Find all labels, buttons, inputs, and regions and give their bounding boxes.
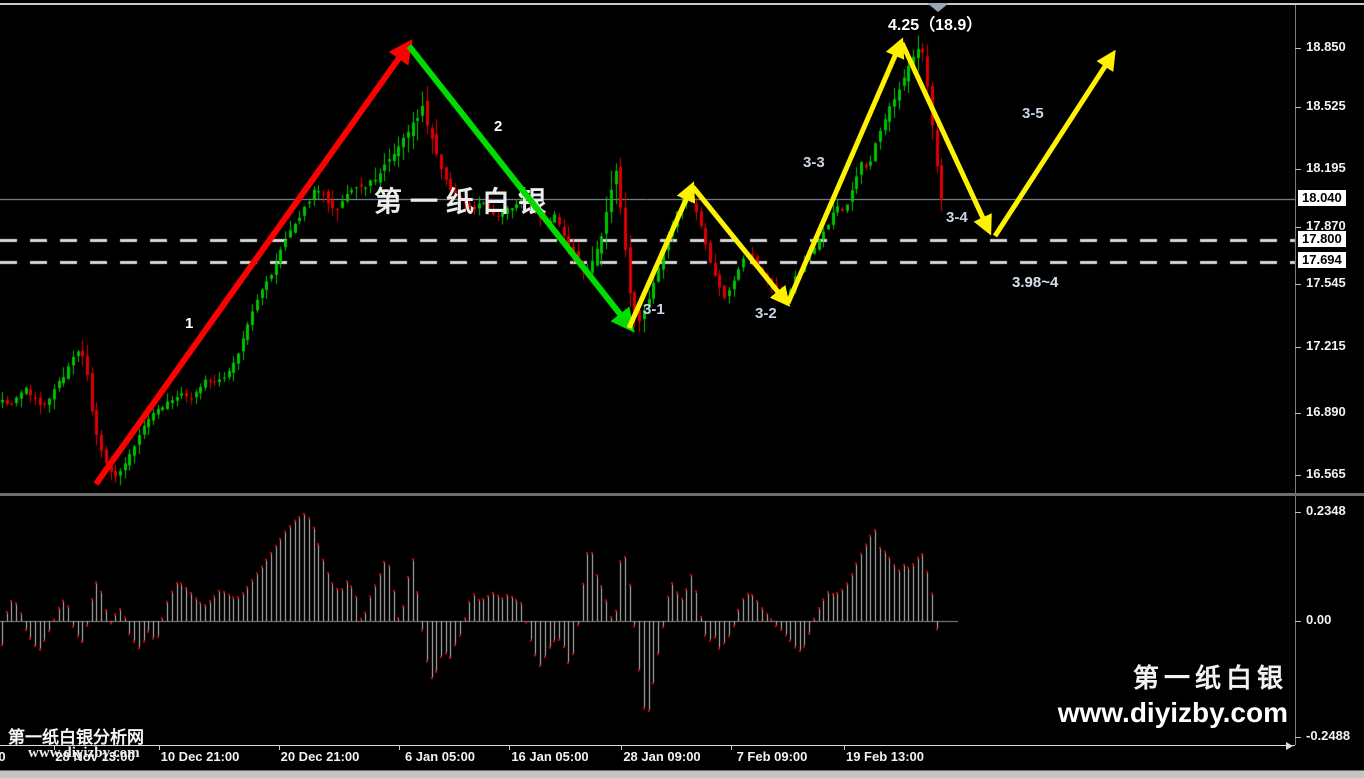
time-axis-label: 7 Feb 09:00 <box>736 749 808 764</box>
price-note-label: 3.98~4 <box>1012 274 1059 291</box>
price-axis-label: 16.565 <box>1306 466 1346 481</box>
time-axis-label: 28 Jan 09:00 <box>623 749 701 764</box>
price-level-badge: 18.040 <box>1298 190 1346 206</box>
time-axis-label: 28 Nov 13:00 <box>55 749 135 764</box>
price-axis-label: 16.890 <box>1306 404 1346 419</box>
window-top-edge <box>0 3 1364 5</box>
panel-divider[interactable] <box>0 493 1364 496</box>
watermark-brand-text: 第一纸白银 <box>1132 664 1288 693</box>
time-axis-tick <box>54 745 55 750</box>
time-axis-tick <box>844 745 845 750</box>
chart-shift-marker-icon[interactable] <box>927 3 949 12</box>
chart-watermark: 第一纸白银 <box>374 187 555 218</box>
price-axis-label: 0.2348 <box>1306 503 1346 518</box>
price-axis-label: 18.525 <box>1306 98 1346 113</box>
time-axis-tick <box>731 745 732 750</box>
bottom-right-watermark: 第一纸白银 www.diyizby.com <box>1058 658 1288 729</box>
price-axis-border <box>1295 5 1296 745</box>
time-axis-line <box>0 745 1295 746</box>
time-axis-label: 10 Dec 21:00 <box>160 749 240 764</box>
price-axis-tick <box>1295 107 1301 108</box>
price-axis-tick <box>1295 169 1301 170</box>
price-level-badge: 17.800 <box>1298 231 1346 247</box>
price-level-badge: 17.694 <box>1298 252 1346 268</box>
wave-label: 3-5 <box>1022 105 1044 122</box>
price-axis-label: 0.00 <box>1306 612 1332 627</box>
price-axis-tick <box>1295 413 1301 414</box>
time-axis-label: 16 Jan 05:00 <box>511 749 589 764</box>
time-axis-tick <box>159 745 160 750</box>
price-axis-tick <box>1295 284 1301 285</box>
time-axis-tick <box>509 745 510 750</box>
price-note-label: 4.25（18.9） <box>888 17 983 34</box>
window-bottom-edge <box>0 770 1364 778</box>
price-axis-label: 18.195 <box>1306 160 1346 175</box>
time-axis-label: 19 Feb 13:00 <box>845 749 925 764</box>
wave-label: 1 <box>185 315 194 332</box>
wave-label: 3-4 <box>946 209 968 226</box>
time-axis-label: 20 Dec 21:00 <box>280 749 360 764</box>
time-axis-label-partial: 0 <box>0 749 6 764</box>
time-axis-tick <box>279 745 280 750</box>
wave-label: 2 <box>494 118 503 135</box>
price-axis-label: 17.870 <box>1306 218 1346 233</box>
price-axis-label: 17.545 <box>1306 275 1346 290</box>
wave-label: 3-1 <box>643 301 665 318</box>
price-axis-tick <box>1295 621 1301 622</box>
price-axis-tick <box>1295 737 1301 738</box>
price-axis-tick <box>1295 48 1301 49</box>
wave-label: 3-2 <box>755 305 777 322</box>
price-axis-tick <box>1295 347 1301 348</box>
watermark-url-text: www.diyizby.com <box>1057 697 1288 728</box>
price-axis-label: 17.215 <box>1306 338 1346 353</box>
price-axis[interactable]: 18.850 18.525 18.195 18.040 17.870 17.800 17.6… <box>1295 0 1364 745</box>
price-axis-label: 18.850 <box>1306 39 1346 54</box>
time-axis-label: 6 Jan 05:00 <box>404 749 476 764</box>
price-axis-tick <box>1295 475 1301 476</box>
price-axis-label: -0.2488 <box>1306 728 1351 743</box>
wave-label: 3-3 <box>803 154 825 171</box>
time-axis-tick <box>621 745 622 750</box>
price-axis-tick <box>1295 227 1301 228</box>
time-axis-tick <box>399 745 400 750</box>
time-axis-arrow-icon <box>1286 742 1293 750</box>
time-axis[interactable]: 28 Nov 13:00 10 Dec 21:00 20 Dec 21:00 6 Ja… <box>0 745 1295 770</box>
price-axis-tick <box>1295 512 1301 513</box>
